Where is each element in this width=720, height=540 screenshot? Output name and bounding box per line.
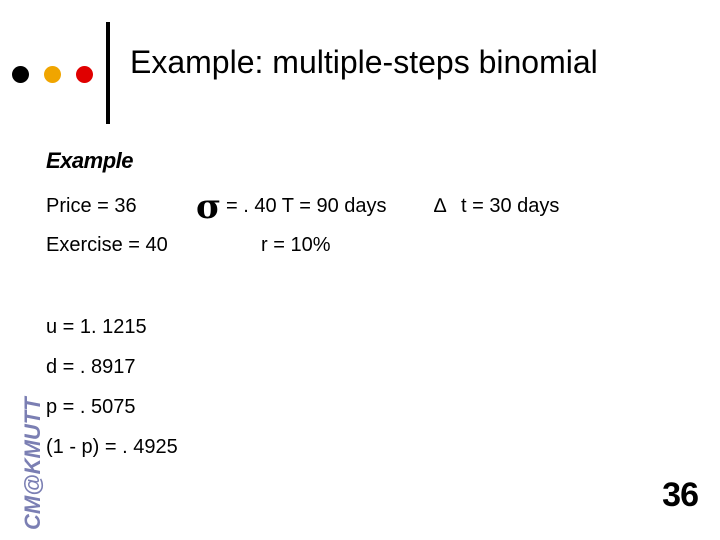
exercise-line: Exercise = 40 [46, 234, 168, 256]
example-heading: Example [46, 148, 134, 173]
u-line: u = 1. 1215 [46, 316, 147, 338]
page-number: 36 [662, 476, 699, 514]
watermark: CM@KMUTT [20, 397, 45, 530]
header-dot-black [12, 66, 29, 83]
price-line: Price = 36 [46, 195, 137, 217]
sigma-and-time-params: = . 40 T = 90 days [226, 195, 387, 217]
delta-symbol: ∆ [434, 195, 447, 217]
d-line: d = . 8917 [46, 356, 136, 378]
p-line: p = . 5075 [46, 396, 136, 418]
header-divider [106, 22, 110, 124]
sigma-symbol: σ [196, 187, 222, 227]
header-dot-orange [44, 66, 61, 83]
slide-title: Example: multiple-steps binomial [130, 44, 598, 80]
rate-line: r = 10% [261, 234, 331, 256]
header-dot-red [76, 66, 93, 83]
delta-t-value: t = 30 days [461, 195, 560, 217]
one-minus-p-line: (1 - p) = . 4925 [46, 436, 178, 458]
